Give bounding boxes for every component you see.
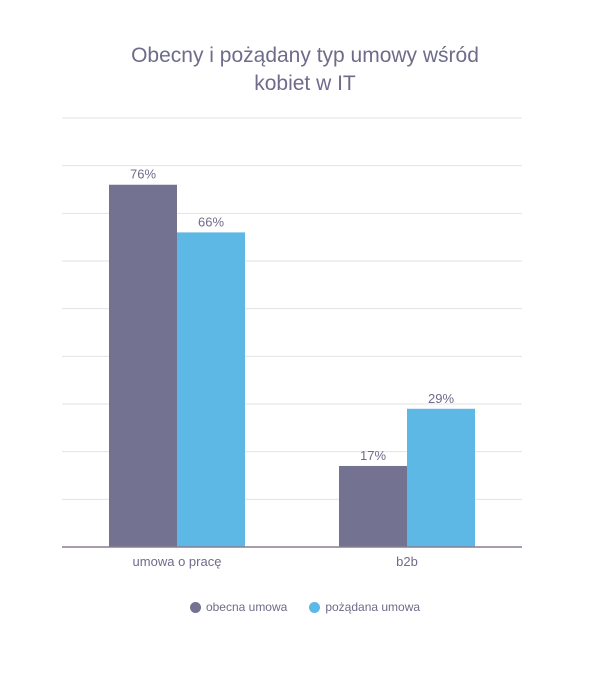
data-label: 76% — [130, 167, 156, 182]
legend-swatch-obecna — [189, 601, 201, 613]
bar-obecna-0 — [109, 184, 177, 547]
bar-pozadana-0 — [177, 232, 245, 547]
bar-pozadana-1 — [407, 408, 475, 547]
category-label: b2b — [396, 554, 418, 569]
chart-title: Obecny i pożądany typ umowy wśród kobiet… — [0, 42, 610, 98]
legend-label-pozadana: pożądana umowa — [325, 600, 421, 614]
chart-title-line-1: Obecny i pożądany typ umowy wśród — [131, 44, 479, 67]
data-label: 66% — [198, 214, 224, 229]
chart-title-line-2: kobiet w IT — [254, 72, 356, 95]
bar-obecna-1 — [339, 465, 407, 547]
legend-label-obecna: obecna umowa — [205, 600, 288, 614]
category-label: umowa o pracę — [133, 554, 222, 569]
legend-swatch-pozadana — [309, 601, 321, 613]
chart-legend: obecna umowa pożądana umowa — [0, 600, 610, 614]
legend-item-pozadana[interactable]: pożądana umowa — [309, 600, 420, 614]
legend-item-obecna[interactable]: obecna umowa — [189, 600, 288, 614]
data-label: 29% — [428, 391, 454, 406]
data-label: 17% — [360, 448, 386, 463]
